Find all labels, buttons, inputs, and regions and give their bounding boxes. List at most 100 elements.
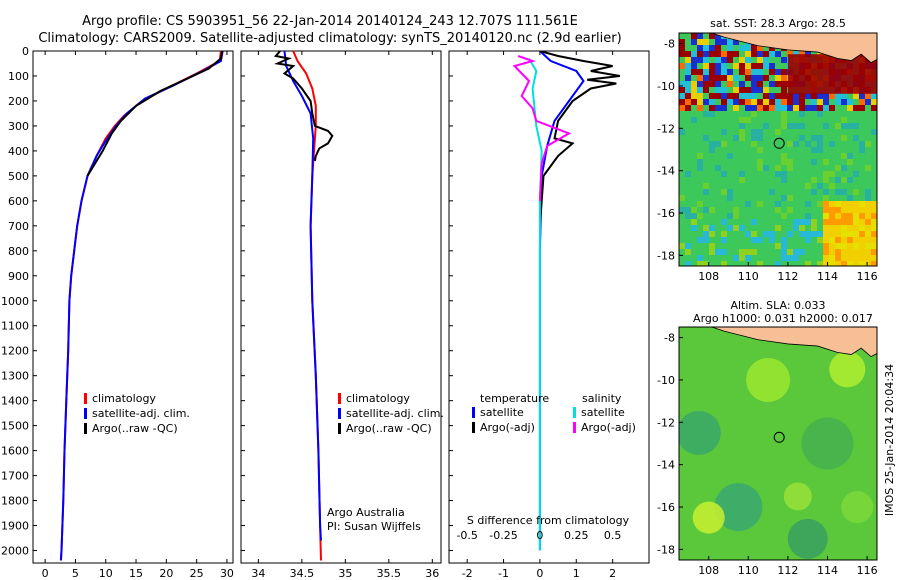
sst-cell (751, 105, 757, 111)
sst-cell (703, 261, 709, 266)
sst-cell (865, 195, 871, 201)
sst-cell (757, 147, 763, 153)
sst-cell (709, 69, 715, 75)
sst-cell (751, 231, 757, 237)
sst-cell (745, 99, 751, 105)
sst-cell (739, 81, 745, 87)
sst-cell (865, 165, 871, 171)
sst-cell (841, 237, 847, 243)
sst-cell (823, 189, 829, 195)
sst-cell (775, 261, 781, 266)
sst-cell (817, 51, 823, 57)
sst-cell (751, 237, 757, 243)
salinity-legend-label: climatology (346, 392, 410, 405)
sst-cell (685, 207, 691, 213)
sst-cell (739, 177, 745, 183)
temperature-panel: 0 5 10 15 20 25 300100200300400500600700800900… (1, 45, 234, 580)
diff-top-tick-label: 0.5 (604, 529, 622, 542)
temperature-legend-swatch (84, 393, 87, 404)
sst-cell (841, 93, 847, 99)
sst-cell (781, 255, 787, 261)
sst-cell (853, 105, 859, 111)
sst-cell (805, 105, 811, 111)
sst-cell (715, 51, 721, 57)
sst-cell (823, 231, 829, 237)
sst-cell (703, 57, 709, 63)
sst-cell (799, 135, 805, 141)
diff-legend-swatch (472, 422, 475, 433)
sst-cell (823, 261, 829, 266)
diff-legend-swatch (573, 407, 576, 418)
sst-cell (853, 171, 859, 177)
sst-cell (811, 189, 817, 195)
sst-cell (709, 207, 715, 213)
sst-cell (799, 111, 805, 117)
sst-cell (841, 249, 847, 255)
sst-cell (703, 237, 709, 243)
sst-cell (703, 39, 709, 45)
sst-cell (697, 57, 703, 63)
sst-cell (853, 189, 859, 195)
sst-cell (733, 75, 739, 81)
sst-cell (721, 69, 727, 75)
sst-cell (781, 177, 787, 183)
sst-cell (817, 183, 823, 189)
sst-cell (697, 165, 703, 171)
sst-cell (691, 87, 697, 93)
sst-cell (871, 129, 877, 135)
sst-cell (793, 51, 799, 57)
sst-cell (829, 261, 835, 266)
sst-cell (811, 219, 817, 225)
sst-cell (781, 159, 787, 165)
sst-cell (847, 231, 853, 237)
sst-cell (763, 93, 769, 99)
diff-legend-label: satellite (581, 406, 625, 419)
sst-cell (757, 261, 763, 266)
sst-cell (817, 237, 823, 243)
sst-cell (745, 255, 751, 261)
sst-cell (745, 63, 751, 69)
sst-cell (823, 201, 829, 207)
sst-cell (691, 213, 697, 219)
sst-cell (739, 87, 745, 93)
sst-cell (709, 51, 715, 57)
sst-cell (823, 237, 829, 243)
sst-cell (679, 129, 685, 135)
salinity-legend-label: satellite-adj. clim. (346, 407, 444, 420)
sst-cell (805, 201, 811, 207)
sst-cell (859, 231, 865, 237)
sst-cell (817, 261, 823, 266)
temperature-ytick-label: 1800 (1, 495, 29, 508)
sst-cell (727, 99, 733, 105)
salinity-annotation: Argo Australia (327, 506, 405, 519)
sst-cell (727, 51, 733, 57)
sst-cell (739, 117, 745, 123)
sst-cell (853, 219, 859, 225)
sst-cell (823, 207, 829, 213)
sst-cell (691, 225, 697, 231)
salinity-plot-frame (240, 50, 442, 564)
sst-cell (841, 261, 847, 266)
sst-cell (841, 225, 847, 231)
sst-cell (793, 225, 799, 231)
sst-cell (847, 105, 853, 111)
sst-cell (871, 93, 877, 99)
temperature-ytick-label: 1900 (1, 520, 29, 533)
sst-cell (823, 123, 829, 129)
sst-cell (793, 219, 799, 225)
sst-cell (751, 219, 757, 225)
sst-map-ytick-label: -14 (657, 165, 675, 178)
sst-cell (757, 69, 763, 75)
header-line2: Climatology: CARS2009. Satellite-adjuste… (38, 31, 621, 46)
sst-cell (733, 63, 739, 69)
sst-cell (865, 189, 871, 195)
sst-cell (847, 255, 853, 261)
sst-cell (865, 99, 871, 105)
sst-cell (847, 213, 853, 219)
sst-cell (685, 57, 691, 63)
sst-cell (835, 177, 841, 183)
sst-cell (787, 123, 793, 129)
sst-cell (799, 123, 805, 129)
sst-cell (835, 243, 841, 249)
